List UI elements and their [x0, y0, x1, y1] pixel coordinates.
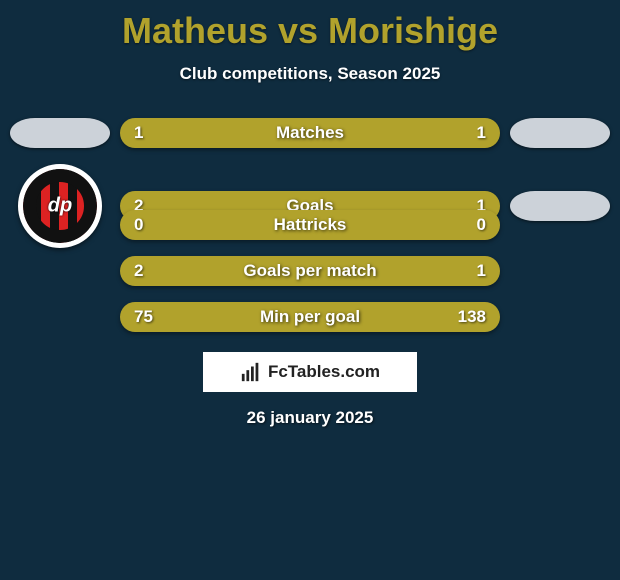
stat-label: Hattricks: [274, 215, 347, 235]
stat-left-value: 0: [134, 215, 143, 235]
stat-right-value: 0: [477, 215, 486, 235]
stat-label: Matches: [276, 123, 344, 143]
stat-row: 1 Matches 1: [10, 118, 610, 148]
stat-right-value: 138: [458, 307, 486, 327]
page-title: Matheus vs Morishige: [0, 0, 620, 52]
watermark-badge: FcTables.com: [203, 352, 417, 392]
team-left-badge: [10, 118, 110, 148]
stat-bar: 75 Min per goal 138: [120, 302, 500, 332]
stat-bar: 1 Matches 1: [120, 118, 500, 148]
bar-chart-icon: [240, 361, 262, 383]
stat-right-value: 1: [477, 123, 486, 143]
stat-left-value: 2: [134, 261, 143, 281]
club-crest-icon: dp: [18, 164, 102, 248]
stat-row: dp 2 Goals 1: [10, 164, 610, 194]
stat-left-value: 75: [134, 307, 153, 327]
stat-bar: 2 Goals per match 1: [120, 256, 500, 286]
watermark-text: FcTables.com: [268, 362, 380, 382]
stat-label: Min per goal: [260, 307, 360, 327]
stat-row: 2 Goals per match 1: [10, 256, 610, 286]
stat-row: 75 Min per goal 138: [10, 302, 610, 332]
stat-left-value: 1: [134, 123, 143, 143]
page-subtitle: Club competitions, Season 2025: [0, 64, 620, 84]
stat-right-value: 1: [477, 261, 486, 281]
crest-monogram: dp: [48, 195, 72, 218]
team-right-badge: [510, 118, 610, 148]
snapshot-date: 26 january 2025: [0, 408, 620, 428]
stat-bar: 0 Hattricks 0: [120, 210, 500, 240]
stat-label: Goals per match: [243, 261, 376, 281]
stats-container: 1 Matches 1 dp 2 Goals 1 0 Hattricks 0: [0, 118, 620, 332]
